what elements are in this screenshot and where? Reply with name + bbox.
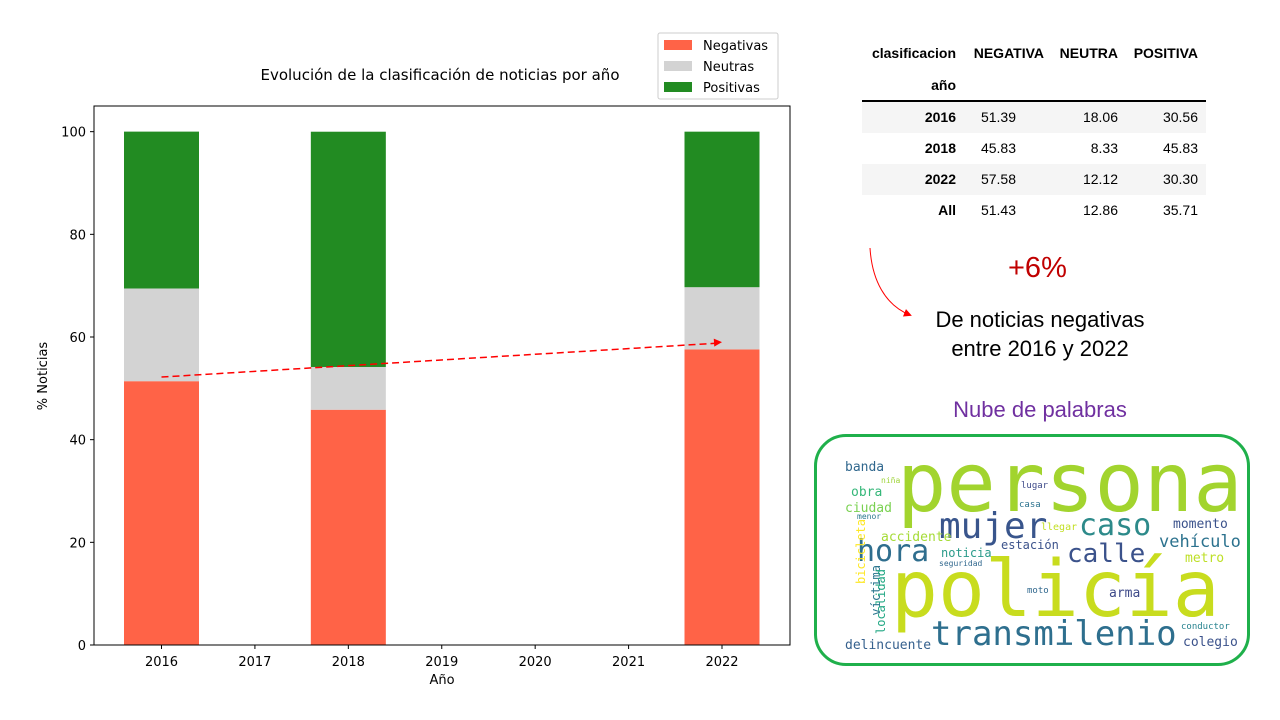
legend: Negativas Neutras Positivas	[657, 32, 779, 100]
bar-neutras-2022	[684, 287, 760, 350]
y-axis-label: % Noticias	[36, 342, 51, 411]
y-tick-label: 20	[69, 536, 86, 551]
y-tick-label: 60	[69, 331, 86, 346]
cell-positiva: 45.83	[1162, 140, 1198, 156]
bar-neutras-2018	[310, 366, 386, 410]
word-banda: banda	[845, 460, 885, 475]
word-seguridad: seguridad	[939, 559, 983, 568]
word-noticia: noticia	[941, 546, 992, 560]
x-tick-label: 2018	[332, 655, 365, 670]
x-tick-label: 2016	[145, 655, 178, 670]
word-mujer: mujer	[939, 506, 1048, 547]
legend-label-negativas: Negativas	[703, 39, 768, 54]
word-nina: niña	[881, 476, 901, 485]
stacked-bar-chart: Evolución de la clasificación de noticia…	[36, 32, 791, 688]
cell-neutra: 8.33	[1090, 140, 1118, 156]
word-bicicleta: bicicleta	[854, 519, 868, 585]
delta-description-line1: De noticias negativas	[935, 307, 1145, 332]
x-tick-label: 2021	[612, 655, 645, 670]
word-menor: menor	[857, 512, 882, 521]
x-tick-label: 2020	[519, 655, 552, 670]
cell-negativa: 57.58	[980, 171, 1016, 187]
cell-positiva: 30.56	[1162, 109, 1198, 125]
word-vehiculo: vehículo	[1159, 532, 1241, 552]
word-hora: hora	[857, 534, 930, 569]
cell-neutra: 18.06	[1082, 109, 1118, 125]
bar-positivas-2018	[310, 131, 386, 367]
table-header-label: clasificacion	[871, 45, 956, 61]
word-calle: calle	[1067, 539, 1146, 569]
cell-positiva: 30.30	[1162, 171, 1198, 187]
bar-negativas-2018	[310, 409, 386, 645]
table-row: 2022 57.58 12.12 30.30	[862, 164, 1206, 195]
word-colegio: colegio	[1183, 635, 1238, 650]
word-moto: moto	[1027, 586, 1049, 596]
row-label: 2018	[924, 140, 956, 156]
y-tick-label: 40	[69, 434, 86, 449]
cell-negativa: 45.83	[980, 140, 1016, 156]
word-llegar: llegar	[1041, 522, 1078, 533]
word-accidente: accidente	[881, 530, 952, 545]
table-row: 2018 45.83 8.33 45.83	[862, 133, 1206, 164]
table-col-neutra: NEUTRA	[1059, 45, 1118, 61]
word-estacion: estación	[1001, 538, 1059, 552]
cell-negativa: 51.39	[980, 109, 1016, 125]
delta-description: De noticias negativas entre 2016 y 2022	[920, 305, 1160, 363]
row-label: 2016	[924, 109, 956, 125]
word-metro: metro	[1185, 551, 1225, 566]
row-label: 2022	[924, 171, 956, 187]
summary-table: clasificacion NEGATIVA NEUTRA POSITIVA a…	[862, 40, 1206, 226]
bar-positivas-2016	[124, 131, 199, 289]
row-label: All	[938, 202, 956, 218]
table-col-negativa: NEGATIVA	[973, 45, 1044, 61]
word-casa: casa	[1019, 500, 1041, 510]
table-row: All 51.43 12.86 35.71	[862, 195, 1206, 226]
legend-swatch-positivas	[664, 82, 692, 92]
y-tick-label: 80	[69, 228, 86, 243]
word-momento: momento	[1173, 517, 1228, 532]
trend-line	[161, 342, 719, 378]
word-obra: obra	[851, 485, 883, 500]
legend-swatch-neutras	[664, 61, 692, 71]
cell-positiva: 35.71	[1162, 202, 1198, 218]
table-col-positiva: POSITIVA	[1133, 45, 1198, 61]
trend-arrowhead	[713, 338, 722, 347]
chart-title: Evolución de la clasificación de noticia…	[260, 66, 619, 84]
y-tick-label: 100	[61, 126, 86, 141]
cell-neutra: 12.86	[1082, 202, 1118, 218]
legend-label-neutras: Neutras	[703, 60, 754, 75]
bar-negativas-2022	[684, 349, 760, 645]
word-persona: persona	[897, 436, 1243, 531]
delta-description-line2: entre 2016 y 2022	[951, 336, 1129, 361]
bar-neutras-2016	[124, 288, 199, 382]
x-tick-label: 2017	[238, 655, 271, 670]
cell-negativa: 51.43	[980, 202, 1016, 218]
word-delincuente: delincuente	[845, 638, 932, 653]
word-transmilenio: transmilenio	[931, 614, 1177, 654]
wordcloud: persona policía transmilenio mujer caso …	[814, 434, 1250, 666]
bar-negativas-2016	[124, 381, 199, 645]
legend-label-positivas: Positivas	[703, 81, 760, 96]
y-tick-label: 0	[78, 639, 86, 654]
word-ciudad: ciudad	[845, 501, 892, 516]
table-index-label: año	[931, 77, 956, 93]
table-header: clasificacion NEGATIVA NEUTRA POSITIVA a…	[862, 40, 1206, 102]
cell-neutra: 12.12	[1082, 171, 1118, 187]
bar-positivas-2022	[684, 131, 760, 288]
wordcloud-title: Nube de palabras	[953, 397, 1127, 422]
word-arma: arma	[1109, 586, 1141, 601]
x-tick-label: 2019	[425, 655, 458, 670]
word-conductor: conductor	[1181, 622, 1230, 632]
table-row: 2016 51.39 18.06 30.56	[862, 102, 1206, 133]
legend-swatch-negativas	[664, 40, 692, 50]
negative-delta: +6%	[1008, 252, 1067, 284]
word-lugar: lugar	[1021, 481, 1049, 491]
word-policia: policía	[891, 545, 1220, 635]
word-caso: caso	[1079, 508, 1152, 543]
x-tick-label: 2022	[705, 655, 738, 670]
x-axis-label: Año	[429, 673, 454, 688]
word-localidad: localidad	[874, 569, 888, 635]
